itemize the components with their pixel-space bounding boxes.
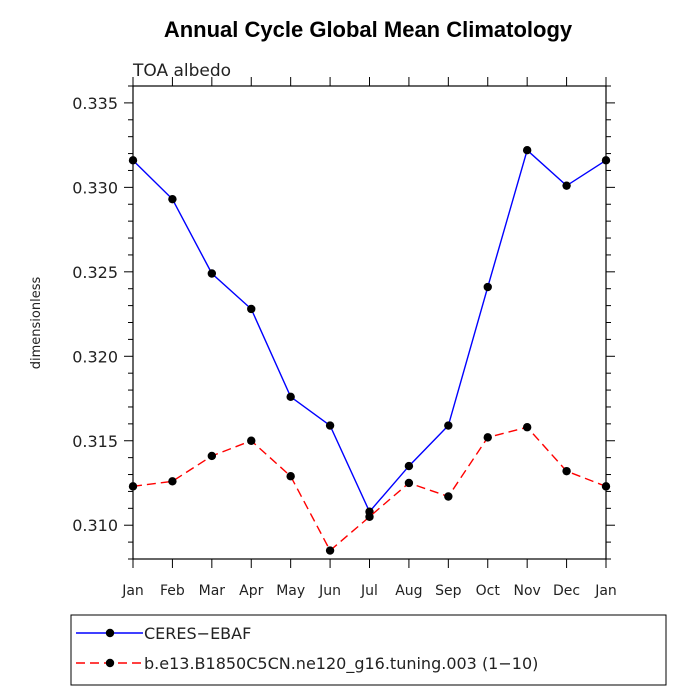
x-tick-label: Dec [553,583,580,599]
x-tick-label: Aug [395,583,422,599]
legend: CERES−EBAF b.e13.B1850C5CN.ne120_g16.tuni… [70,614,667,686]
chart-title: Annual Cycle Global Mean Climatology [164,17,573,42]
x-tick-label: Feb [160,583,185,599]
y-axis-label: dimensionless [29,277,44,370]
x-tick-label: Jul [360,583,378,599]
x-tick-label: May [276,583,305,599]
x-tick-label: Apr [239,583,263,599]
series-0-point [207,269,217,278]
x-tick-label: Oct [476,583,501,599]
series-1-point [207,451,217,461]
series-1-point [286,472,295,481]
series-0-point [325,421,335,430]
series-1-point [522,423,532,432]
x-tick-label: Jan [594,583,617,599]
series-1-point [483,433,492,442]
y-tick-label: 0.335 [72,94,118,113]
y-tick-label: 0.320 [72,347,118,366]
legend-marker-1 [105,658,115,668]
series-1-point [168,477,177,486]
series-0-point [168,194,177,204]
series-0-point [247,304,256,314]
series-1-point [444,492,453,501]
legend-label-0: CERES−EBAF [144,624,251,643]
chart-subtitle: TOA albedo [132,61,231,81]
series-0-point [444,421,453,430]
series-1-point [247,436,256,445]
x-tick-label: Jan [121,583,144,599]
series-1-point [404,478,414,488]
series-1-point [365,512,374,521]
x-tick-label: Mar [199,583,226,599]
ticks-layer: 0.310 0.315 0.320 0.325 0.330 0.335 Jan Feb Mar A… [72,77,617,599]
plot-frame [132,85,607,560]
legend-label-1: b.e13.B1850C5CN.ne120_g16.tuning.003 (1−… [144,654,538,674]
y-tick-label: 0.325 [72,263,118,282]
y-tick-label: 0.310 [72,516,118,535]
y-tick-label: 0.330 [72,178,118,197]
x-tick-label: Jun [318,583,341,599]
series-0-point [522,145,532,155]
series-1-point [325,546,335,555]
series-line-1 [132,426,607,552]
legend-box [70,614,667,686]
series-layer [128,145,611,555]
series-0-point [404,461,414,471]
x-tick-label: Nov [514,583,541,599]
x-tick-label: Sep [435,583,462,599]
series-0-point [483,282,492,292]
y-tick-label: 0.315 [72,432,118,451]
series-0-point [562,181,571,190]
legend-marker-0 [105,628,115,638]
series-0-point [286,392,295,402]
series-line-0 [132,148,607,513]
series-1-point [562,466,571,476]
